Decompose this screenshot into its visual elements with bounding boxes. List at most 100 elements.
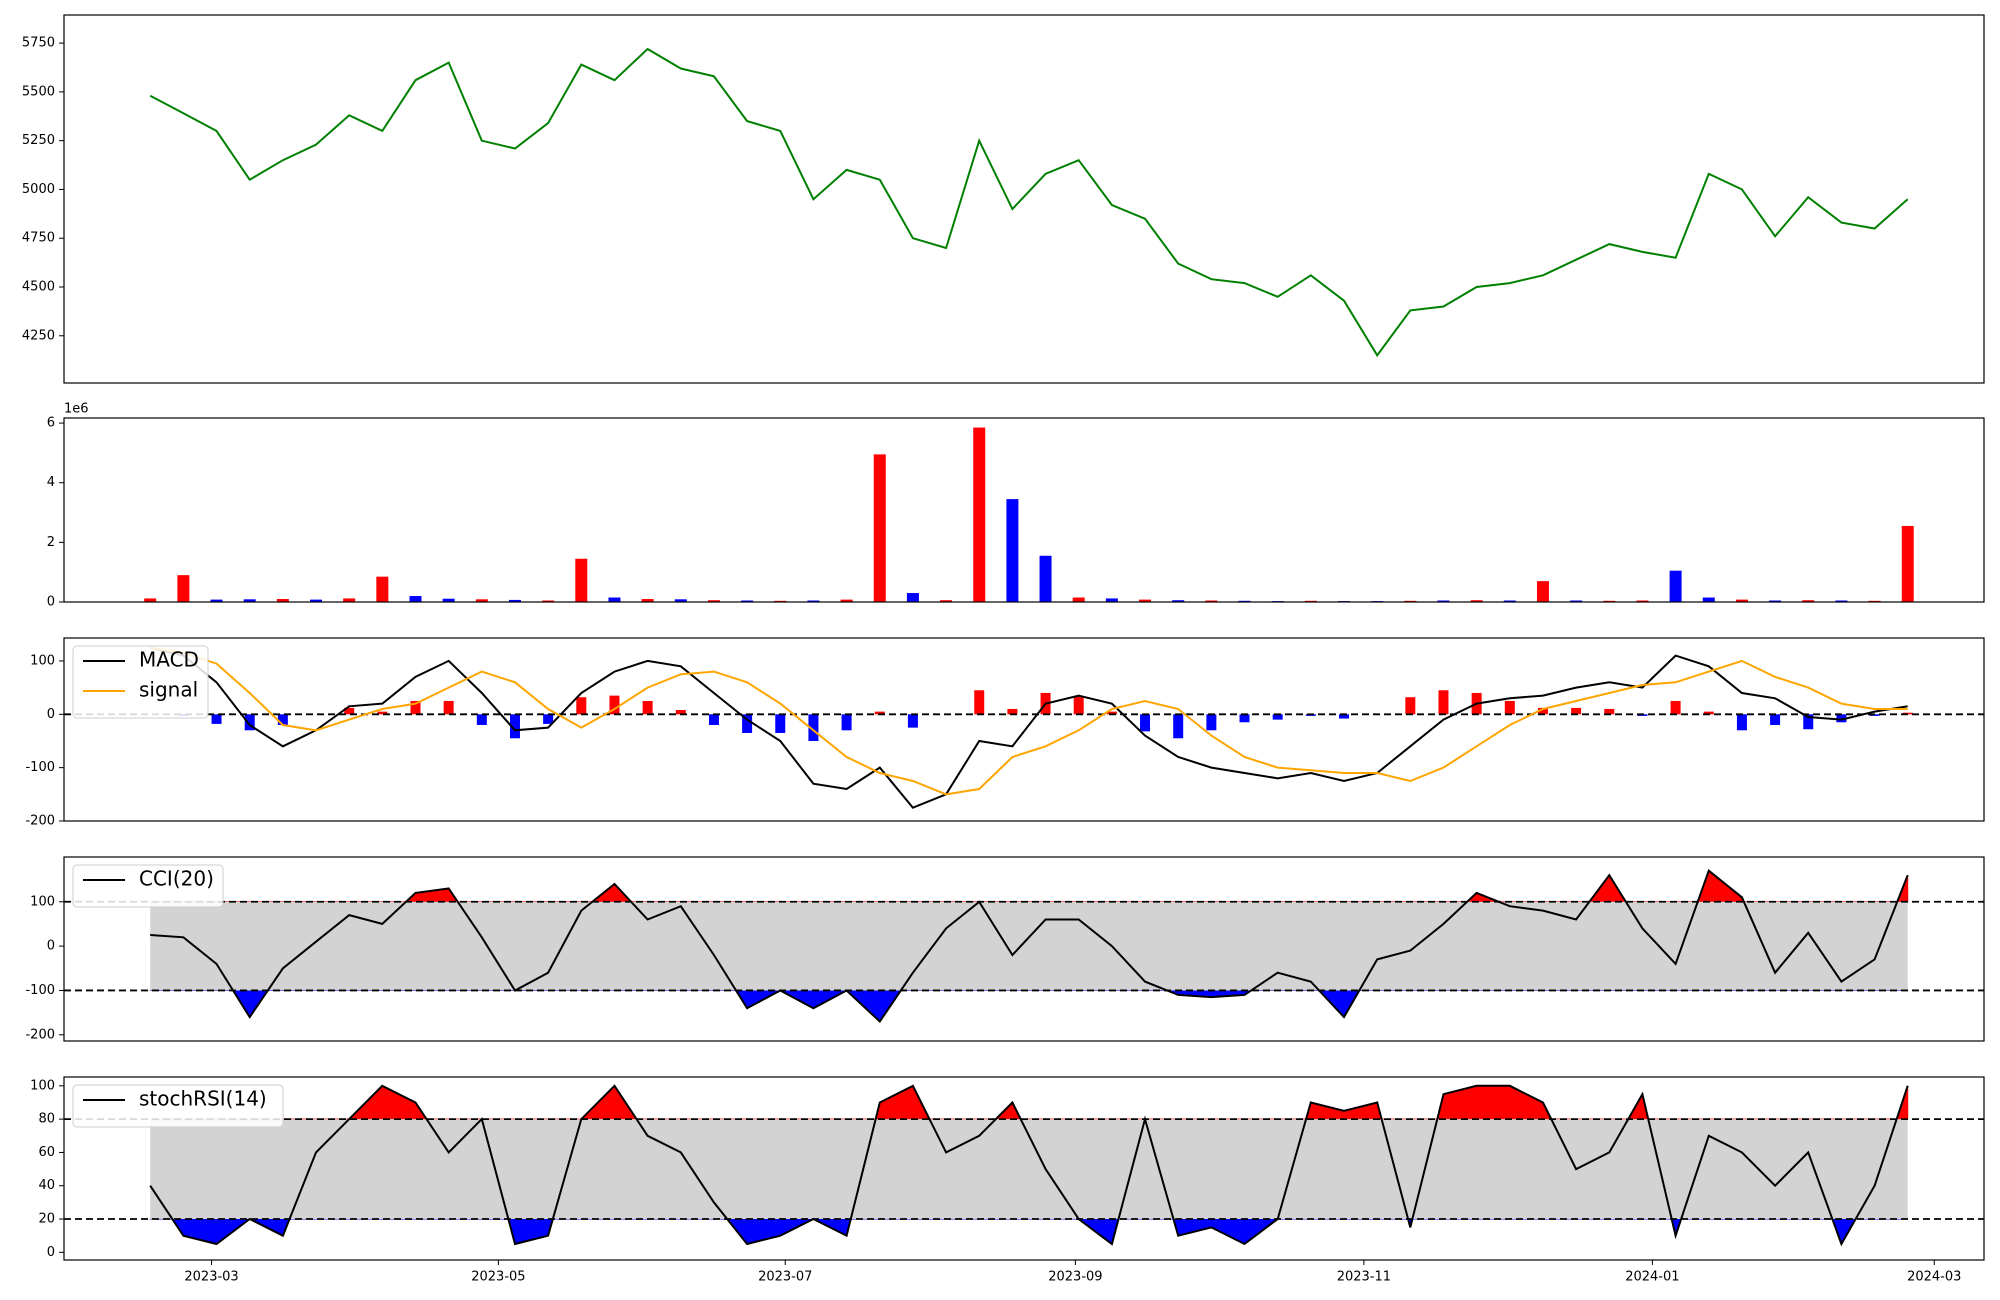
y-tick-label: -100: [25, 760, 55, 775]
panel-frame: [63, 14, 1985, 384]
histogram-bar: [476, 714, 487, 725]
panel: -200 -100 0 100 CCI(20): [25, 856, 1985, 1042]
histogram-bar: [675, 710, 686, 715]
volume-bar: [1503, 600, 1516, 602]
histogram-bar: [808, 714, 819, 741]
histogram-bar: [775, 714, 786, 733]
y-tick-label: 0: [47, 939, 55, 954]
histogram-bar: [543, 714, 554, 724]
y-tick-label: 0: [47, 1245, 55, 1260]
y-tick-label: 5250: [22, 133, 55, 148]
histogram-bar: [1803, 714, 1814, 730]
volume-bar: [310, 599, 323, 602]
volume-bar: [1205, 600, 1218, 602]
volume-bar: [1669, 570, 1682, 602]
y-tick-label: 0: [47, 707, 55, 722]
volume-bar: [1172, 600, 1185, 602]
panel: 0 2 4 6 1e6: [47, 402, 1985, 610]
plot-area: [144, 427, 1914, 602]
plot-area: [64, 646, 1984, 809]
panel: -200 -100 0 100 MACD signal: [25, 637, 1985, 829]
y-tick-label: 40: [38, 1178, 55, 1193]
volume-bar: [508, 599, 521, 602]
plot-area: [64, 869, 1984, 1024]
volume-bar: [409, 596, 422, 602]
volume-bar: [807, 600, 820, 602]
y-tick-label: 20: [38, 1212, 55, 1227]
histogram-bar: [1836, 714, 1847, 723]
volume-bar: [940, 600, 953, 602]
y-tick-label: 4250: [22, 328, 55, 343]
plot-area: [149, 47, 1909, 358]
legend-box: [72, 1084, 284, 1128]
histogram-bar: [1504, 700, 1515, 715]
plot-area: [64, 1084, 1984, 1247]
volume-bar: [608, 597, 621, 602]
histogram-bar: [1106, 711, 1117, 715]
histogram-bar: [1405, 697, 1416, 715]
volume-bar: [542, 600, 555, 602]
y-tick-label: 6: [47, 416, 55, 431]
volume-bar: [276, 599, 289, 602]
volume-bar: [1769, 600, 1782, 602]
histogram-bar: [377, 711, 388, 715]
histogram-bar: [244, 714, 255, 731]
histogram-bar: [1736, 714, 1747, 731]
volume-bar: [873, 454, 886, 602]
volume-bar: [840, 599, 853, 602]
volume-bar: [475, 599, 488, 602]
y-tick-label: 5750: [22, 36, 55, 51]
volume-bar: [1570, 600, 1583, 602]
y-tick-label: 5500: [22, 84, 55, 99]
x-tick-label: 2023-05: [471, 1270, 525, 1285]
volume-bar: [343, 598, 356, 602]
y-tick-label: 80: [38, 1112, 55, 1127]
volume-bar: [243, 599, 256, 602]
histogram-bar: [609, 695, 620, 715]
y-tick-label: 60: [38, 1145, 55, 1160]
volume-bar: [641, 599, 654, 602]
y-tick-label: 0: [47, 595, 55, 610]
y-tick-label: 100: [30, 1078, 55, 1093]
volume-bar: [1006, 499, 1019, 602]
y-tick-label: -200: [25, 1027, 55, 1042]
histogram-bar: [1703, 711, 1714, 715]
y-tick-label: 2: [47, 535, 55, 550]
legend-label: CCI(20): [139, 867, 214, 891]
indicator-line: [150, 869, 1909, 1024]
x-tick-label: 2024-01: [1625, 1270, 1679, 1285]
y-tick-label: -200: [25, 814, 55, 829]
histogram-bar: [1239, 714, 1250, 723]
x-tick-label: 2023-11: [1337, 1270, 1391, 1285]
histogram-bar: [576, 697, 587, 715]
histogram-bar: [1604, 708, 1615, 715]
volume-bar: [1901, 525, 1914, 602]
histogram-bar: [1140, 714, 1151, 732]
histogram-bar: [1173, 714, 1184, 739]
histogram-bar: [642, 700, 653, 715]
volume-bar: [1039, 555, 1052, 602]
y-tick-label: 100: [30, 653, 55, 668]
legend-label: stochRSI(14): [139, 1087, 267, 1111]
histogram-bar: [277, 714, 288, 725]
legend-box: [72, 864, 224, 908]
volume-bar: [1437, 600, 1450, 602]
volume-bar: [1105, 598, 1118, 602]
histogram-bar: [1272, 714, 1283, 720]
histogram-bar: [1770, 714, 1781, 725]
volume-bar: [707, 600, 720, 602]
y-tick-label: 4: [47, 475, 55, 490]
histogram-bar: [1073, 696, 1084, 715]
volume-bar: [1802, 600, 1815, 602]
volume-bar: [1139, 599, 1152, 602]
histogram-bar: [1571, 707, 1582, 715]
volume-bar: [575, 558, 588, 602]
panel-frame: [63, 856, 1985, 1042]
histogram-bar: [974, 690, 985, 715]
histogram-bar: [1670, 700, 1681, 715]
volume-bar: [1702, 597, 1715, 602]
volume-bar: [1536, 581, 1549, 602]
histogram-bar: [1537, 707, 1548, 715]
axis-offset-label: 1e6: [64, 402, 89, 417]
